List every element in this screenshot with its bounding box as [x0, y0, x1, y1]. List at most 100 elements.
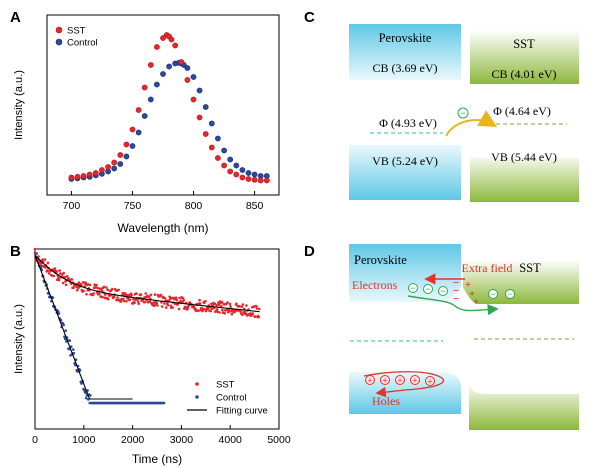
x-tick-label: 4000 — [219, 434, 243, 446]
x-tick-label: 700 — [63, 200, 81, 212]
panel-letter-b: B — [10, 243, 21, 260]
panel-a-legend: SST Control — [55, 26, 98, 49]
data-point — [135, 107, 142, 113]
data-point — [202, 131, 209, 137]
svg-text:−: − — [425, 284, 430, 294]
data-point — [84, 396, 88, 400]
data-point — [74, 173, 81, 180]
d-hole-2: + — [380, 375, 390, 386]
data-point — [57, 312, 61, 315]
x-tick-label: 800 — [185, 200, 203, 212]
panel-letter-c: C — [304, 9, 315, 26]
data-point — [92, 170, 99, 176]
d-holes-group: + + + + + — [365, 375, 435, 387]
x-tick-label: 1000 — [72, 434, 96, 446]
data-point — [221, 308, 224, 312]
data-point — [253, 315, 257, 319]
data-point — [175, 298, 178, 302]
data-point — [44, 266, 47, 269]
data-point — [147, 62, 154, 68]
d-sst-vb-band — [469, 386, 579, 430]
data-point — [129, 143, 136, 149]
data-point — [255, 305, 258, 308]
data-point — [163, 297, 167, 300]
panel-b-y-axis-label: Intensity (a.u.) — [13, 304, 25, 374]
c-electron-transfer-arrow — [445, 110, 498, 137]
c-electron: − — [457, 107, 469, 120]
legend-marker-control — [55, 38, 63, 46]
data-point — [119, 300, 123, 303]
data-point — [202, 104, 209, 110]
svg-text:+: + — [367, 376, 372, 386]
panel-b-frame — [34, 248, 280, 430]
panel-a-frame — [46, 14, 280, 196]
data-point — [99, 167, 105, 173]
legend-marker-sst — [55, 26, 63, 34]
data-point — [210, 307, 214, 311]
data-point — [168, 295, 171, 299]
data-point — [65, 275, 69, 278]
data-point — [87, 398, 90, 401]
data-point — [164, 306, 168, 309]
x-tick-label: 3000 — [170, 434, 194, 446]
data-point — [221, 147, 227, 154]
svg-text:+: + — [382, 376, 387, 386]
data-point — [68, 339, 72, 342]
data-point — [149, 293, 153, 297]
d-interface-positive-charges: + + + — [465, 280, 479, 308]
d-hole-loop-arrow — [363, 371, 445, 398]
data-point — [122, 297, 125, 301]
data-point — [46, 261, 50, 265]
data-point — [84, 391, 87, 395]
data-point — [89, 394, 92, 397]
data-point — [210, 302, 213, 306]
data-point — [214, 155, 221, 161]
data-point — [123, 292, 127, 295]
data-point — [160, 35, 166, 41]
data-point — [245, 304, 248, 307]
panel-b-x-ticks: 0 1000 2000 3000 4000 5000 — [32, 425, 291, 446]
data-point — [46, 269, 49, 272]
c-phi-right: Φ (4.64 eV) — [493, 104, 551, 118]
data-point — [255, 307, 259, 310]
data-point — [92, 292, 95, 295]
data-point — [160, 301, 163, 304]
data-point — [95, 283, 98, 287]
data-point — [63, 335, 66, 339]
data-point — [111, 287, 114, 291]
data-point — [130, 293, 133, 297]
d-perovskite-label: Perovskite — [354, 253, 407, 267]
data-point — [33, 247, 37, 251]
panel-letter-d: D — [304, 243, 315, 260]
data-point — [148, 300, 152, 303]
data-point — [179, 299, 183, 303]
data-point — [101, 295, 104, 299]
fit-curve-control — [34, 254, 133, 400]
data-point — [55, 270, 58, 273]
data-point — [147, 96, 154, 103]
d-perovskite-cb-band — [349, 244, 461, 302]
d-electron-1: − — [408, 283, 418, 293]
d-interface-negative-charges: − − − — [453, 277, 459, 305]
data-point — [115, 298, 118, 302]
data-point — [72, 348, 75, 351]
data-point — [62, 271, 65, 275]
data-point — [171, 306, 174, 309]
data-point — [102, 285, 106, 289]
data-point — [112, 295, 116, 299]
panel-a-x-axis-label: Wavelength (nm) — [118, 221, 209, 235]
data-point — [137, 302, 140, 306]
x-tick-label: 0 — [32, 434, 38, 446]
data-point — [58, 272, 62, 275]
data-point — [111, 165, 118, 172]
data-point — [117, 288, 120, 292]
data-point — [197, 309, 200, 313]
data-point — [108, 294, 111, 298]
data-point — [64, 283, 68, 287]
data-point — [251, 171, 258, 178]
data-point — [37, 255, 40, 258]
data-point — [160, 305, 164, 308]
data-point — [184, 77, 191, 83]
data-point — [96, 286, 99, 290]
